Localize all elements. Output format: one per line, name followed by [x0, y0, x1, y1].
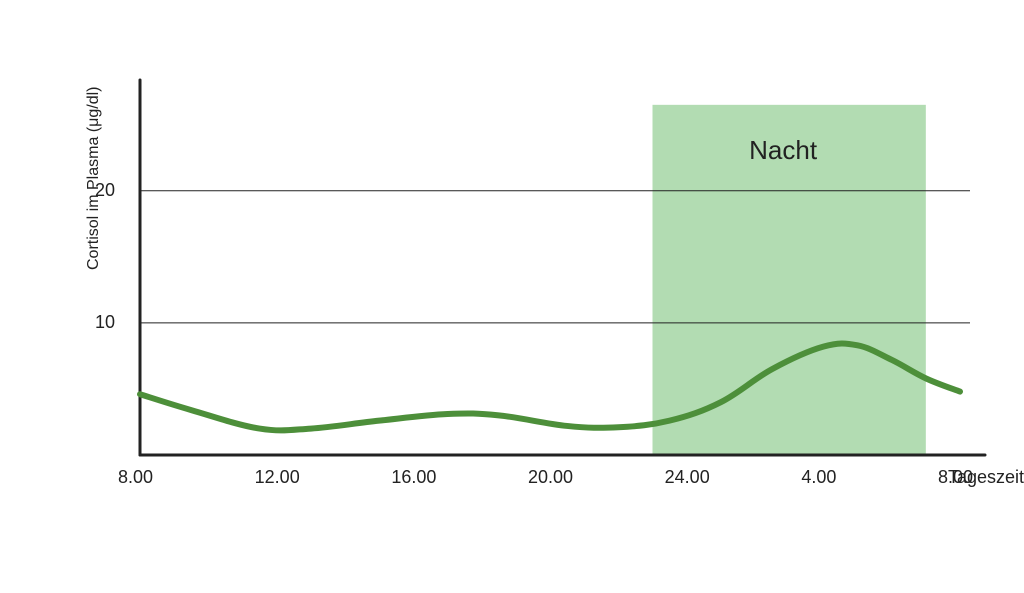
- y-tick-label: 20: [95, 180, 115, 201]
- y-axis-title: Cortisol im Plasma (μg/dl): [85, 87, 103, 270]
- x-axis-title: Tageszeit: [948, 467, 1024, 488]
- y-tick-label: 10: [95, 312, 115, 333]
- x-tick-label: 4.00: [801, 467, 836, 488]
- x-tick-label: 8.00: [118, 467, 153, 488]
- x-tick-label: 16.00: [391, 467, 436, 488]
- x-tick-label: 24.00: [665, 467, 710, 488]
- night-region-label: Nacht: [749, 135, 817, 166]
- cortisol-chart: Cortisol im Plasma (μg/dl) 10 20 8.00 12…: [0, 0, 1024, 593]
- x-tick-label: 12.00: [255, 467, 300, 488]
- plot-area: [0, 0, 1024, 593]
- x-tick-label: 20.00: [528, 467, 573, 488]
